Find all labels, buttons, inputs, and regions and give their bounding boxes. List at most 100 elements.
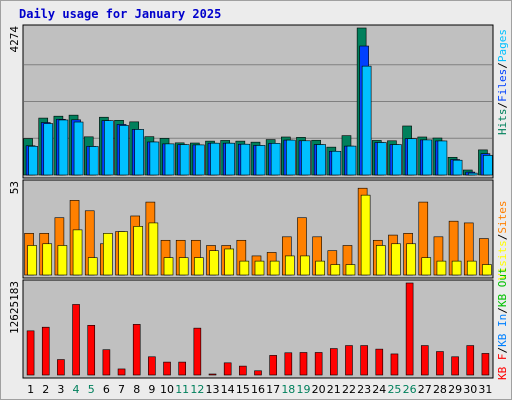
day-label-13: 13 <box>206 383 220 396</box>
day-label-22: 22 <box>342 383 356 396</box>
series-visits <box>27 194 492 276</box>
day-label-5: 5 <box>88 383 95 396</box>
bar-kb-f-day-14 <box>223 362 232 376</box>
bar-visits-day-5 <box>87 257 98 276</box>
bar-pages-day-14 <box>225 142 235 176</box>
legend-item: / <box>496 62 509 69</box>
bar-pages-day-24 <box>376 142 387 176</box>
bar-visits-day-3 <box>57 245 68 276</box>
legend-item: Hits <box>496 109 509 136</box>
day-label-31: 31 <box>478 383 492 396</box>
day-label-15: 15 <box>236 383 250 396</box>
bar-kb-f-day-31 <box>481 353 490 376</box>
bar-pages-day-12 <box>195 144 205 176</box>
day-label-6: 6 <box>103 383 110 396</box>
bar-pages-day-11 <box>179 144 190 176</box>
day-label-27: 27 <box>418 383 432 396</box>
day-labels: 1 2 3 4 5 6 7 8 9 10 11 12 13 14 15 16 17 18 19 20 21 22 23 24 2… <box>27 383 492 396</box>
day-label-24: 24 <box>372 383 386 396</box>
day-label-8: 8 <box>133 383 140 396</box>
bar-visits-day-21 <box>330 264 341 276</box>
day-label-30: 30 <box>463 383 477 396</box>
bar-visits-day-10 <box>163 257 174 276</box>
panels-layer: 4274Hits/Files/Pages53Visits/Sites126251… <box>8 24 509 380</box>
bar-kb-f-day-4 <box>72 304 80 376</box>
bar-pages-day-27 <box>422 139 433 176</box>
bar-pages-day-3 <box>58 119 69 176</box>
day-label-3: 3 <box>57 383 64 396</box>
bar-visits-day-22 <box>345 264 356 276</box>
bar-visits-day-14 <box>224 248 234 276</box>
bar-kb-f-day-7 <box>117 368 126 376</box>
bar-kb-f-day-13 <box>208 373 217 376</box>
bar-pages-day-6 <box>104 120 114 176</box>
bar-visits-day-6 <box>103 233 113 276</box>
bar-pages-day-15 <box>240 143 251 176</box>
y-max-label: 53 <box>8 181 21 194</box>
bar-kb-f-day-26 <box>405 282 414 376</box>
bar-kb-f-day-16 <box>254 370 262 376</box>
bar-visits-day-13 <box>209 250 219 276</box>
bar-pages-day-8 <box>134 129 145 176</box>
legend-visits: Visits/Sites <box>496 201 509 281</box>
legend-requests: Hits/Files/Pages <box>496 29 509 135</box>
bar-kb-f-day-15 <box>239 365 247 376</box>
bar-visits-day-24 <box>375 245 386 276</box>
chart-title: Daily usage for January 2025 <box>19 7 221 21</box>
bar-visits-day-19 <box>300 255 310 276</box>
bar-visits-day-27 <box>421 257 432 276</box>
bar-kb-f-day-23 <box>360 345 368 376</box>
bar-kb-f-day-5 <box>87 324 96 376</box>
bar-pages-day-10 <box>164 143 175 176</box>
bar-visits-day-9 <box>148 222 159 276</box>
bar-kb-f-day-2 <box>41 326 50 376</box>
legend-item: / <box>496 347 509 354</box>
bar-pages-day-29 <box>452 159 463 176</box>
day-label-14: 14 <box>221 383 235 396</box>
day-label-20: 20 <box>312 383 326 396</box>
bar-pages-day-25 <box>392 144 402 176</box>
bar-visits-day-16 <box>254 260 265 276</box>
day-label-25: 25 <box>387 383 401 396</box>
panel-traffic-background <box>22 279 494 379</box>
bar-pages-day-21 <box>331 150 342 176</box>
bar-kb-f-day-3 <box>57 359 65 376</box>
bar-pages-day-5 <box>88 146 99 176</box>
bar-visits-day-7 <box>118 231 128 276</box>
bar-kb-f-day-21 <box>330 348 338 376</box>
bar-visits-day-11 <box>178 257 189 276</box>
day-label-4: 4 <box>73 383 80 396</box>
bar-visits-day-30 <box>466 260 477 276</box>
bar-kb-f-day-20 <box>314 352 323 376</box>
bar-visits-day-8 <box>133 226 144 276</box>
bar-kb-f-day-24 <box>375 348 384 376</box>
bar-pages-day-19 <box>301 140 311 176</box>
day-label-2: 2 <box>42 383 49 396</box>
legend-item: / <box>496 307 509 314</box>
bar-visits-day-29 <box>451 260 462 276</box>
bar-pages-day-30 <box>467 172 478 176</box>
day-label-29: 29 <box>448 383 462 396</box>
bar-kb-f-day-18 <box>284 352 293 376</box>
bar-kb-f-day-12 <box>193 327 202 376</box>
bar-visits-day-4 <box>72 229 83 276</box>
bar-pages-day-23 <box>361 65 372 176</box>
bar-visits-day-15 <box>239 260 250 276</box>
bar-visits-day-25 <box>391 243 401 276</box>
bar-pages-day-16 <box>255 145 266 176</box>
legend-item: Visits <box>496 240 509 280</box>
legend-item: Pages <box>496 29 509 62</box>
bar-kb-f-day-25 <box>390 353 399 376</box>
bar-pages-day-28 <box>437 140 448 176</box>
bar-pages-day-9 <box>149 141 160 176</box>
y-max-label: 4274 <box>8 26 21 53</box>
bar-pages-day-26 <box>407 138 417 176</box>
bar-visits-day-2 <box>42 243 53 276</box>
series-pages <box>28 65 493 176</box>
bar-pages-day-13 <box>210 142 220 176</box>
bar-kb-f-day-10 <box>163 361 171 376</box>
bar-visits-day-12 <box>194 257 204 276</box>
bar-kb-f-day-17 <box>269 355 277 376</box>
